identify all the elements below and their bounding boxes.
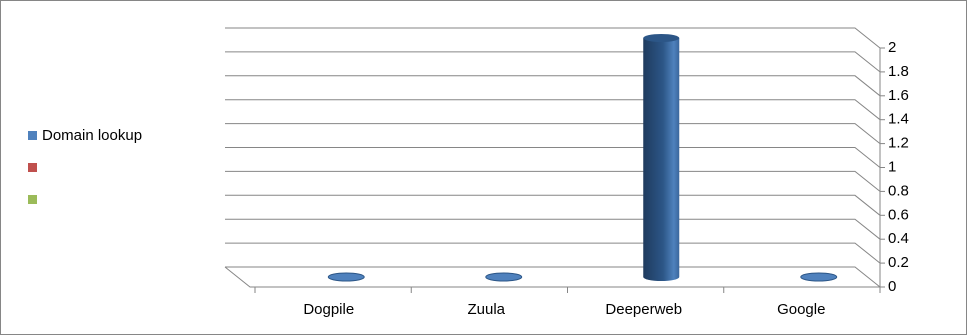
bar-top [643,34,680,42]
legend-swatch [28,131,37,140]
x-tick-label: Zuula [467,301,505,318]
y-tick-label: 1.2 [888,135,909,152]
bar-top [327,272,365,282]
floor [224,266,880,288]
y-tick-label: 0.6 [888,206,909,223]
legend-label: Domain lookup [42,127,142,144]
bar [800,272,838,282]
bar [643,34,680,281]
grid-line [225,99,881,121]
bar-body [643,38,680,281]
grid-line [225,123,881,144]
y-tick-label: 0.8 [888,182,909,199]
y-tick-label: 0.4 [888,230,909,247]
y-tick-label: 1.4 [888,111,909,128]
grid-line [225,242,881,264]
bar-top [485,272,523,282]
bar-top [800,272,838,282]
grid-line [225,170,881,192]
y-tick-label: 1 [888,158,896,175]
grid-line [225,266,881,288]
bar [485,272,523,282]
grid-line [225,27,881,49]
x-tick-label: Dogpile [303,301,354,318]
x-tick-label: Deeperweb [605,301,682,318]
y-tick-label: 0 [888,278,896,295]
grid-line [225,194,881,216]
x-tick-label: Google [777,301,825,318]
legend-swatch [28,163,37,172]
y-tick-label: 2 [888,39,896,56]
bar [327,272,365,282]
grid-line [225,218,881,240]
grid-line [225,75,881,97]
grid-line [225,51,881,73]
grid-line [225,147,881,168]
y-tick-label: 1.8 [888,63,909,80]
y-tick-label: 1.6 [888,87,909,104]
y-tick-label: 0.2 [888,254,909,271]
legend-swatch [28,195,37,204]
